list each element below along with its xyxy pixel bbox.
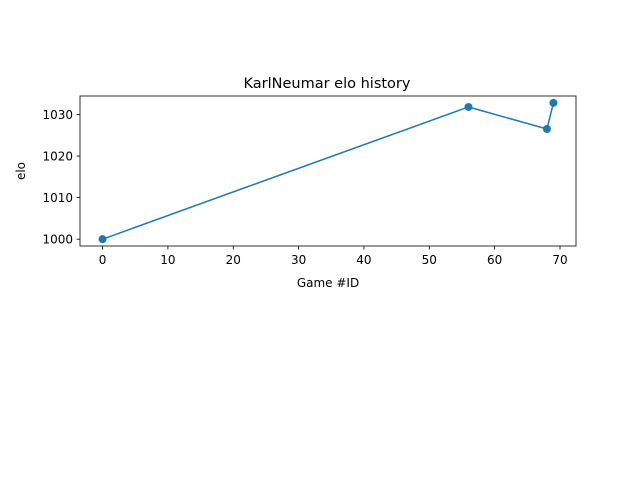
series-layer xyxy=(98,98,558,244)
x-tick-label: 10 xyxy=(160,253,175,267)
data-point xyxy=(542,125,551,134)
y-tick-label: 1000 xyxy=(42,233,73,247)
series-line-elo xyxy=(101,101,555,241)
x-tick-label: 20 xyxy=(226,253,241,267)
data-point xyxy=(464,102,473,111)
x-tick-label: 0 xyxy=(99,253,107,267)
y-tick-label: 1010 xyxy=(42,191,73,205)
y-axis-label: elo xyxy=(14,162,28,180)
y-axis-ticks: 1000 1010 1020 1030 xyxy=(42,108,80,247)
x-axis-ticks: 0 10 20 30 40 50 60 70 xyxy=(99,246,568,267)
data-point xyxy=(98,235,107,244)
chart-title: KarlNeumar elo history xyxy=(244,76,411,92)
plot-area xyxy=(80,96,576,246)
x-axis-label: Game #ID xyxy=(297,276,359,290)
plot-frame xyxy=(79,95,577,247)
x-tick-label: 60 xyxy=(487,253,502,267)
y-tick-label: 1020 xyxy=(42,150,73,164)
x-tick-label: 70 xyxy=(552,253,567,267)
y-tick-label: 1030 xyxy=(42,108,73,122)
data-point xyxy=(549,98,558,107)
x-tick-label: 30 xyxy=(291,253,306,267)
x-tick-label: 40 xyxy=(356,253,371,267)
x-tick-label: 50 xyxy=(422,253,437,267)
